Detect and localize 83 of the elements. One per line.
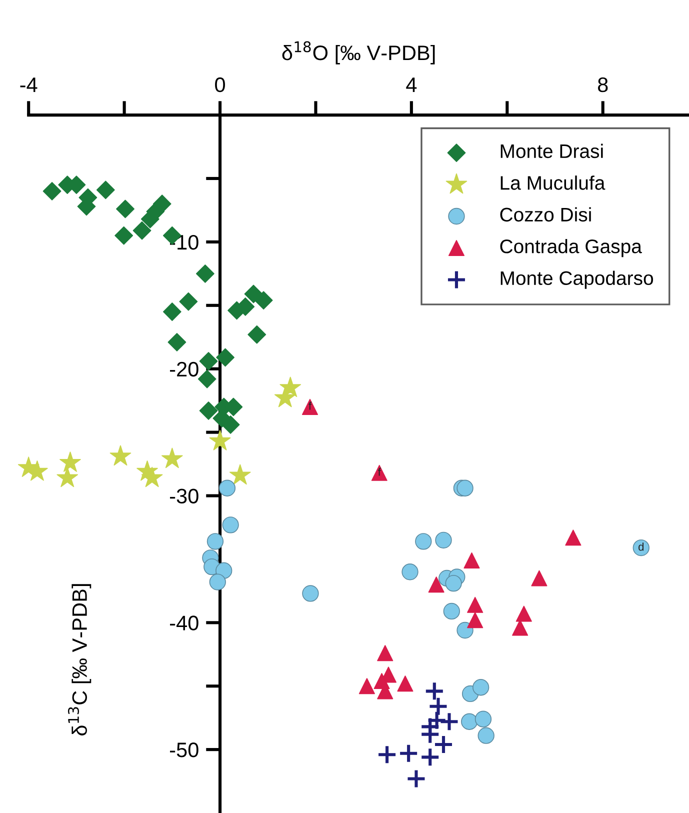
point: [428, 696, 448, 716]
point: [248, 325, 266, 344]
point: [199, 402, 218, 420]
point: [168, 332, 186, 352]
x-axis-title: δ$^{18}$O [‰ V-PDB]: [282, 41, 435, 64]
point: [461, 713, 478, 730]
annotation: d: [638, 542, 644, 551]
point: [420, 747, 440, 768]
point: [56, 466, 78, 488]
point: [42, 182, 62, 200]
point: [565, 530, 582, 546]
y-tick-label: -50: [170, 742, 198, 758]
point: [424, 681, 444, 702]
point: [206, 533, 224, 550]
point: [162, 448, 183, 468]
point: [428, 576, 444, 593]
legend-label: Cozzo Disi: [500, 207, 591, 222]
point: [435, 532, 452, 548]
point: [274, 386, 296, 408]
y-tick-label: -30: [170, 488, 198, 504]
point: [374, 672, 390, 690]
point: [433, 734, 454, 755]
legend-label: La Muculufa: [500, 176, 606, 190]
point: [467, 612, 484, 628]
annotation: f: [378, 468, 381, 476]
point: [398, 743, 419, 764]
point: [377, 645, 394, 662]
y-axis-title: δ$^{13}$C [‰ V-PDB]: [68, 584, 92, 736]
legend-label: Monte Drasi: [500, 144, 603, 158]
point: [116, 200, 134, 218]
point: [478, 727, 494, 744]
point: [110, 445, 132, 466]
point: [209, 430, 231, 450]
point: [198, 370, 216, 388]
point: [456, 622, 474, 639]
x-tick-label: 4: [406, 78, 417, 92]
point: [302, 398, 318, 415]
point: [443, 602, 460, 620]
point: [114, 226, 134, 245]
point: [152, 194, 172, 214]
point: [516, 606, 532, 622]
point: [179, 292, 198, 311]
x-tick-label: 8: [598, 77, 608, 92]
point: [415, 533, 432, 550]
point: [406, 768, 426, 789]
point: [196, 264, 214, 283]
point: [302, 585, 319, 602]
point: [371, 464, 388, 481]
point: [221, 415, 240, 434]
point: [229, 464, 251, 485]
y-tick-label: -40: [170, 616, 198, 630]
x-tick-label: 0: [215, 77, 225, 92]
legend-label: Monte Capodarso: [500, 270, 654, 289]
point: [376, 744, 398, 765]
legend-label: Contrada Gaspa: [500, 239, 642, 258]
point: [445, 574, 462, 592]
annotation: f: [308, 402, 312, 410]
point: [162, 302, 182, 321]
point: [209, 574, 226, 590]
point: [254, 291, 273, 310]
point: [280, 376, 302, 398]
x-tick-label: -4: [20, 78, 38, 92]
point: [141, 466, 163, 488]
point: [397, 676, 414, 692]
point: [464, 552, 480, 568]
point: [467, 596, 484, 613]
point: [531, 570, 548, 586]
point: [222, 516, 239, 534]
point: [456, 480, 474, 496]
point: [216, 348, 234, 367]
y-tick-label: -10: [170, 234, 198, 250]
y-tick-label: -20: [170, 362, 198, 377]
point: [218, 480, 236, 496]
point: [512, 620, 528, 636]
point: [402, 564, 418, 580]
point: [439, 712, 460, 732]
point: [132, 221, 152, 240]
point: [472, 679, 490, 696]
point: [60, 452, 81, 472]
point: [474, 710, 492, 728]
point: [199, 352, 218, 370]
point: [96, 180, 115, 200]
point: [358, 678, 375, 694]
